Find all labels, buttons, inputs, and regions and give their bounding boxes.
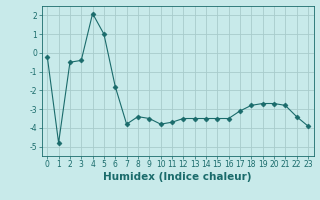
X-axis label: Humidex (Indice chaleur): Humidex (Indice chaleur) <box>103 172 252 182</box>
